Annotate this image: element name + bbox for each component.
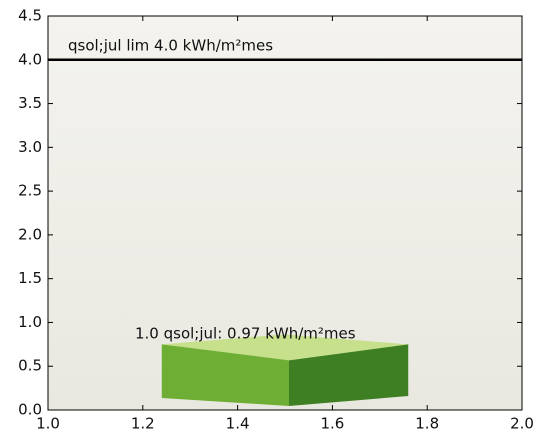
x-tick-label: 1.8: [415, 415, 439, 433]
y-tick-label: 2.5: [18, 182, 42, 200]
chart: 0.00.51.01.52.02.53.03.54.04.51.01.21.41…: [0, 0, 541, 438]
y-tick-label: 3.5: [18, 94, 42, 112]
x-tick-label: 1.4: [226, 415, 250, 433]
y-tick-label: 0.5: [18, 357, 42, 375]
y-tick-label: 2.0: [18, 225, 42, 243]
page: {"chart_data": {"type": "bar", "categori…: [0, 0, 541, 438]
annotation: 1.0 qsol;jul: 0.97 kWh/m²mes: [135, 325, 356, 343]
x-tick-label: 1.0: [36, 415, 60, 433]
bar: [162, 334, 408, 406]
x-tick-label: 2.0: [510, 415, 534, 433]
annotation: qsol;jul lim 4.0 kWh/m²mes: [68, 37, 273, 55]
x-tick-label: 1.2: [131, 415, 155, 433]
y-tick-label: 3.0: [18, 138, 42, 156]
x-tick-label: 1.6: [320, 415, 344, 433]
y-tick-label: 4.5: [18, 7, 42, 25]
y-tick-label: 1.0: [18, 313, 42, 331]
y-tick-label: 4.0: [18, 50, 42, 68]
y-tick-label: 1.5: [18, 269, 42, 287]
